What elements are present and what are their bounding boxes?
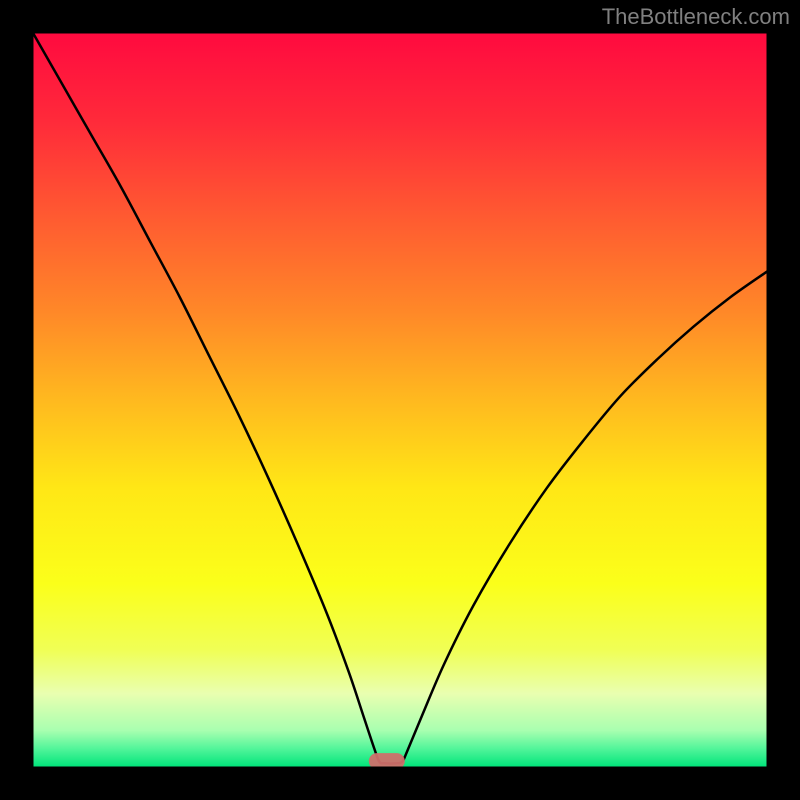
bottleneck-curve-chart — [0, 0, 800, 800]
watermark-label: TheBottleneck.com — [602, 4, 790, 30]
plot-background-gradient — [33, 33, 767, 767]
chart-root: TheBottleneck.com — [0, 0, 800, 800]
